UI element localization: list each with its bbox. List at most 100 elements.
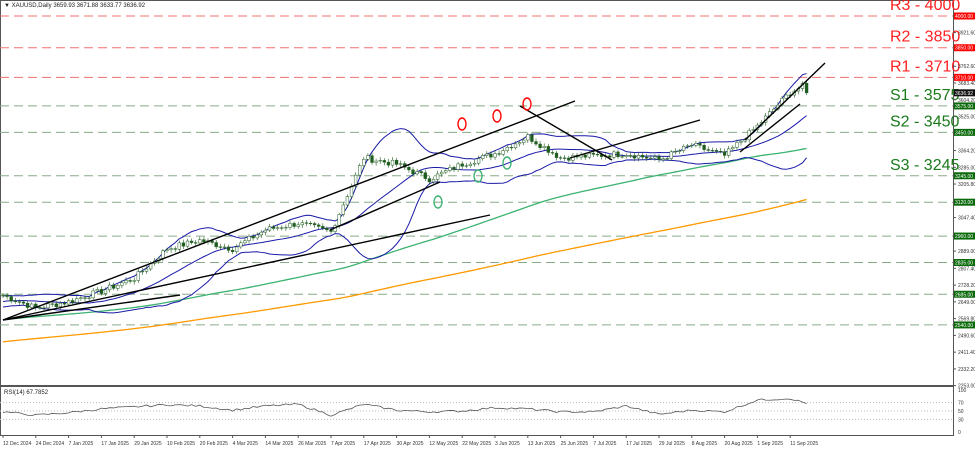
candle	[390, 159, 395, 166]
candle	[284, 227, 288, 229]
candle	[665, 158, 669, 160]
candle	[30, 303, 34, 308]
candle	[304, 222, 309, 224]
candle	[58, 303, 63, 307]
trendline	[2, 214, 491, 321]
date-label: 24 Dec 2024	[36, 441, 65, 447]
candle	[235, 246, 239, 252]
candle	[140, 271, 145, 273]
candle	[517, 142, 522, 145]
date-label: 17 Jan 2025	[101, 441, 129, 447]
candle	[308, 222, 313, 225]
price-tick-label: 2889.00	[958, 249, 975, 255]
candle	[698, 143, 702, 146]
level-tag-text: 3120.00	[955, 200, 973, 206]
level-tag	[954, 172, 975, 180]
candle	[341, 204, 345, 215]
candle	[218, 246, 222, 248]
candle	[677, 150, 682, 152]
candle	[321, 226, 325, 229]
date-label: 10 Feb 2025	[167, 441, 195, 447]
candle	[226, 246, 231, 251]
candle	[370, 155, 374, 163]
candle	[411, 169, 415, 175]
level-tag	[954, 73, 975, 81]
candle	[386, 161, 391, 166]
candle	[485, 153, 489, 156]
date-label: 11 Sep 2025	[790, 441, 818, 447]
level-tag-text: 3245.00	[955, 174, 973, 180]
candle	[587, 152, 591, 158]
level-label: S1 - 3575	[890, 87, 959, 104]
candle	[681, 145, 686, 151]
ma-100-line	[2, 147, 807, 321]
candle	[210, 240, 214, 243]
candle	[42, 307, 46, 309]
highlight-circle	[522, 97, 532, 111]
date-label: 7 Jan 2025	[69, 441, 94, 447]
candle	[632, 155, 637, 159]
candle	[722, 151, 727, 156]
candle	[472, 162, 477, 165]
highlight-circle	[473, 169, 483, 183]
candle	[239, 242, 243, 248]
highlight-circle	[502, 156, 512, 170]
candle	[489, 153, 493, 158]
candle	[124, 280, 128, 284]
candle	[493, 153, 497, 158]
candle	[690, 145, 694, 147]
candle	[620, 156, 624, 158]
candle	[702, 145, 706, 150]
level-tag	[954, 12, 975, 20]
candle	[608, 155, 612, 158]
trendline	[2, 294, 181, 321]
date-label: 29 Jan 2025	[134, 441, 162, 447]
candle	[727, 148, 731, 156]
level-tag-text: 4000.00	[955, 14, 973, 20]
price-tick-label: 3525.00	[958, 115, 975, 121]
candle	[136, 271, 140, 281]
candle	[612, 151, 616, 158]
candle	[718, 150, 723, 153]
collapse-triangle-icon[interactable]: ▼	[4, 3, 10, 9]
candle	[189, 240, 194, 243]
price-tick-label: 2332.20	[958, 367, 975, 373]
rsi-tick-label: 0	[958, 430, 961, 436]
candles	[1, 80, 809, 311]
candle	[325, 227, 329, 231]
candle	[337, 214, 341, 226]
date-label: 7 Jul 2025	[593, 441, 616, 447]
candle	[247, 236, 251, 241]
candle	[673, 151, 678, 153]
level-tag	[954, 321, 975, 329]
level-tag-text: 2540.00	[955, 323, 973, 329]
level-tag-text: 2685.00	[955, 292, 973, 298]
candle	[194, 242, 198, 244]
candle	[50, 303, 54, 305]
price-tick-label: 3921.60	[958, 31, 975, 37]
candle	[54, 303, 58, 307]
level-tag	[954, 128, 975, 136]
date-label: 20 Feb 2025	[200, 441, 228, 447]
level-tag	[954, 259, 975, 267]
candle	[534, 141, 538, 145]
candle	[735, 142, 739, 148]
symbol: XAUUSD,Daily	[11, 3, 52, 9]
candle	[214, 242, 218, 248]
candle	[505, 147, 509, 151]
date-label: 29 Jul 2025	[659, 441, 685, 447]
candle	[280, 227, 284, 229]
candle	[144, 268, 149, 272]
candle	[731, 147, 735, 150]
price-tick-label: 3205.80	[958, 182, 975, 188]
candle	[38, 307, 42, 309]
candle	[706, 149, 710, 151]
level-tag	[954, 198, 975, 206]
price-tick-label: 2569.80	[958, 317, 975, 323]
candle	[374, 160, 378, 163]
candle	[640, 155, 645, 158]
candle	[25, 302, 30, 308]
candle	[583, 154, 587, 158]
candle	[636, 155, 641, 159]
